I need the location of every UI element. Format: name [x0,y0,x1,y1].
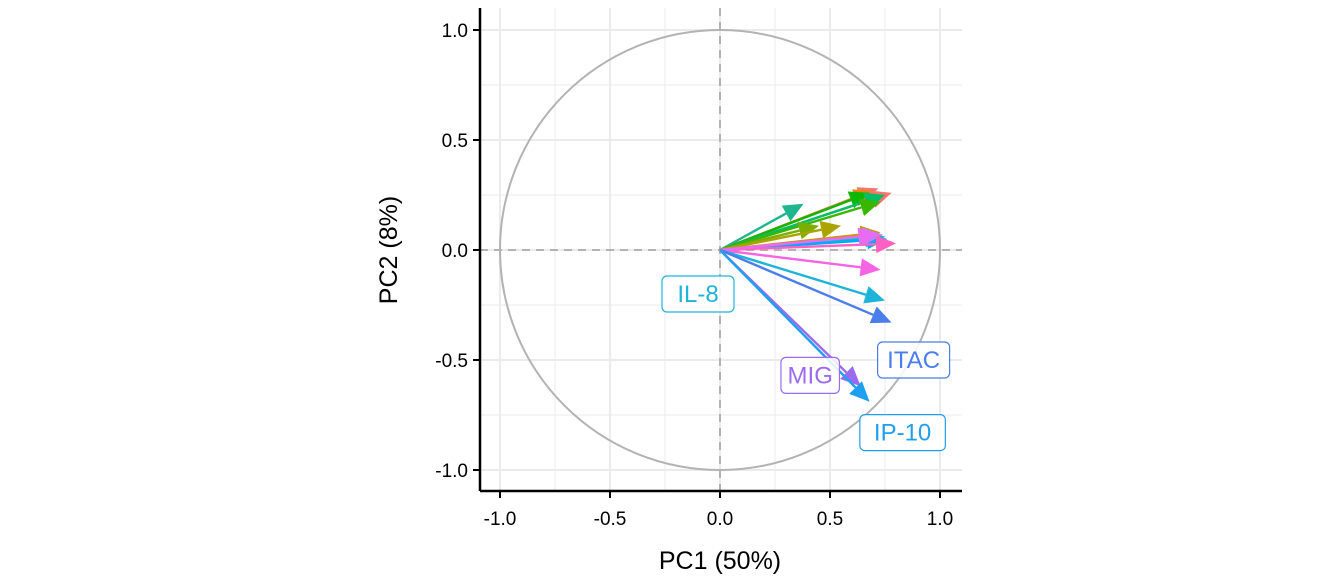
vector-line-14 [719,235,859,252]
vector-arrowhead-14 [857,227,879,246]
y-tick-label-1: 0.5 [442,131,468,152]
x-tick-label-4: 1.0 [927,509,953,530]
vector-line-6 [719,206,862,252]
vector-label-box [876,341,951,379]
x-tick-label-1: -0.5 [594,509,627,530]
vector-label-mig: MIG [780,356,841,394]
y-tick-label-2: 0.0 [442,241,468,262]
vector-arrowhead-3 [847,191,870,209]
x-axis-ticks: -1.0 -0.5 0.0 0.5 1.0 [484,491,953,530]
vector-arrowhead-18 [840,366,861,387]
vector-arrowhead-0 [781,203,804,222]
y-tick-label-0: 1.0 [442,21,468,42]
x-axis-title: PC1 (50%) [659,547,781,575]
vector-line-8 [719,228,822,252]
x-tick-label-3: 0.5 [817,509,843,530]
x-tick-label-2: 0.0 [707,509,733,530]
vector-label-box [780,356,841,394]
vector-arrowhead-7 [797,221,819,240]
vector-label-box [661,275,735,313]
vector-label-box [859,414,946,452]
vector-arrowhead-6 [858,198,881,216]
vector-line-15 [719,248,861,269]
vector-label-ip-10: IP-10 [859,414,946,452]
y-axis-ticks: 1.0 0.5 0.0 -0.5 -1.0 [435,21,480,482]
vector-label-text: MIG [788,362,833,389]
vector-label-text: ITAC [887,347,940,374]
y-tick-label-3: -0.5 [435,351,468,372]
variable-vectors [719,187,896,402]
vector-label-il-8: IL-8 [661,275,735,313]
unit-circle [499,29,941,471]
vector-labels: IL-8 ITAC MIG IP-10 [661,275,951,452]
vector-arrowhead-15 [859,258,881,277]
vector-arrowhead-8 [819,220,841,239]
x-tick-label-0: -1.0 [484,509,517,530]
vector-line-16 [719,248,867,296]
y-tick-label-4: -1.0 [435,461,468,482]
y-axis-title: PC2 (8%) [375,196,403,304]
vector-line-0 [719,212,787,252]
vector-line-13 [719,242,877,252]
vector-arrowhead-17 [869,306,892,324]
vector-arrowhead-16 [863,286,885,304]
vector-label-itac: ITAC [876,341,951,379]
vector-label-text: IL-8 [677,281,718,308]
vector-line-17 [719,248,874,316]
vector-label-text: IP-10 [874,420,931,447]
vector-arrowhead-13 [875,235,896,254]
vector-arrowhead-19 [849,381,870,402]
